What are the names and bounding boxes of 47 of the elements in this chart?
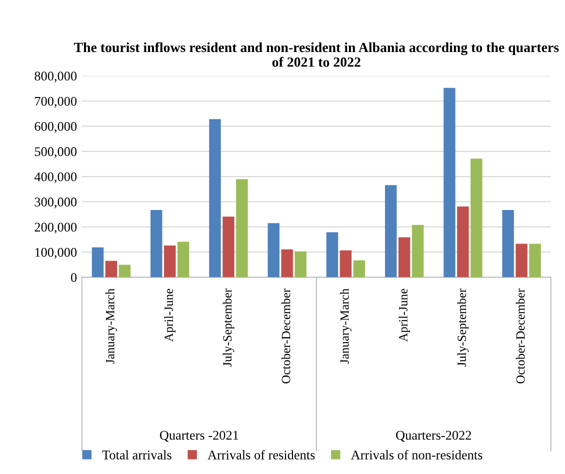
bar [236,179,248,278]
bar [209,119,221,278]
bar [470,158,482,278]
y-tick-label: 600,000 [34,122,77,133]
legend-label: Total arrivals [102,450,172,460]
x-tick-label: April-June [164,288,176,342]
bar [268,223,280,278]
bar [294,251,306,278]
y-tick-label: 800,000 [34,72,77,82]
bar [340,250,352,278]
x-tick-label: January-March [106,288,117,364]
bar [222,216,234,278]
legend-label: Arrivals of residents [208,450,315,460]
x-tick-label: July-September [222,288,234,367]
chart-title: The tourist inflows resident and non-resident in Albania according to the quarters of 2021 to 2022 [74,42,559,67]
x-tick-label: July-September [457,288,469,367]
y-tick-label: 400,000 [34,172,77,184]
x-tick-label: April-June [398,288,410,342]
bar [105,260,118,278]
x-tick-label: October-December [281,288,290,384]
bar [457,206,469,278]
bar [412,224,424,278]
bar [326,232,338,278]
y-tick-label: 300,000 [34,198,77,208]
y-tick-label: 700,000 [35,96,77,108]
bar [164,246,176,278]
bar [150,210,162,278]
x-tick-label: January-March [340,288,352,364]
text: Quarters -2021 [160,430,238,442]
y-tick-label: 200,000 [34,222,77,234]
bar [398,237,410,278]
bar [353,260,366,278]
bar [384,185,397,278]
text: Quarters-2022 [396,430,472,442]
legend-label: Arrivals of non-residents [350,450,482,460]
bar [529,244,541,278]
bar [281,249,293,278]
bar [444,88,456,278]
y-tick-label: 500,000 [34,147,77,158]
bar [118,264,131,278]
x-tick-label: October-December [516,288,525,384]
bar [516,244,528,278]
bar [177,242,190,278]
bar [92,247,104,278]
y-tick-label: 100,000 [35,248,77,259]
bar [502,210,514,278]
y-tick-label: 0 [70,273,77,282]
